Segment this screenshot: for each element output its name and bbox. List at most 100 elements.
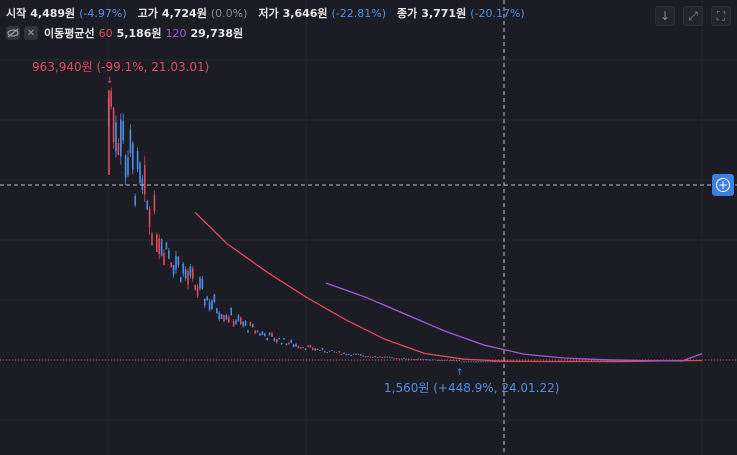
candle-body (458, 360, 460, 362)
candle-body (216, 308, 218, 314)
high-value: 4,724원 (161, 7, 207, 20)
candle-body (398, 358, 400, 360)
candle-body (338, 351, 340, 353)
candle-body (110, 91, 112, 107)
candle-body (194, 285, 196, 290)
close-value: 3,771원 (421, 7, 467, 20)
candle-body (393, 358, 396, 360)
download-icon[interactable]: ↓ (655, 6, 675, 26)
high-change: (0.0%) (210, 6, 248, 20)
high-annotation: 963,940원 (-99.1%, 21.03.01) (32, 60, 210, 74)
candle-body (276, 338, 278, 343)
ma120-line (325, 282, 703, 362)
candle-body (146, 201, 148, 210)
candle-body (237, 315, 240, 322)
candle-body (379, 356, 381, 358)
candle-body (141, 178, 144, 191)
candle-body (254, 330, 256, 334)
add-indicator-button[interactable]: + (712, 174, 734, 196)
candle-body (261, 331, 264, 336)
candle-body (470, 361, 472, 363)
ma60-value: 5,186원 (116, 27, 162, 40)
candle-body (324, 350, 326, 353)
candle-body (465, 361, 468, 363)
candle-body (492, 361, 494, 363)
ma60-period: 60 (98, 26, 113, 40)
candle-body (268, 332, 271, 335)
candle-body (432, 359, 434, 361)
candle-body (319, 350, 321, 351)
candle-body (345, 354, 348, 356)
candle-body (391, 357, 393, 359)
low-value: 3,646원 (282, 7, 328, 20)
ma60-line (194, 211, 703, 363)
candle-body (196, 286, 199, 297)
candle-body (132, 143, 134, 170)
candle-body (420, 358, 422, 360)
candle-body (384, 356, 386, 358)
candle-body (242, 321, 244, 327)
candle-body (400, 358, 403, 360)
candle-body (494, 361, 496, 363)
candle-body (182, 263, 184, 274)
candle-body (448, 360, 451, 362)
candle-body (328, 350, 331, 352)
candle-body (477, 361, 480, 363)
ma120-period: 120 (165, 26, 187, 40)
candle-body (496, 361, 499, 363)
candle-body (297, 345, 300, 348)
candle-body (192, 268, 194, 279)
candle-body (165, 242, 168, 250)
candle-body (177, 256, 180, 265)
eye-slash-icon[interactable] (6, 26, 20, 40)
candle-body (151, 233, 153, 246)
ma120-value: 29,738원 (190, 27, 244, 40)
candle-body (468, 361, 470, 363)
low-change: (-22.81%) (331, 6, 387, 20)
candle-body (204, 298, 206, 306)
candle-body (264, 333, 266, 337)
candlestick-series (108, 87, 626, 363)
candle-body (408, 358, 410, 360)
high-marker: ↓ (106, 76, 114, 86)
candle-body (158, 238, 160, 255)
candle-body (410, 358, 412, 360)
candle-body (487, 361, 489, 363)
candle-body (316, 348, 319, 350)
ohlc-summary: 시작 4,489원 (-4.97%) 고가 4,724원 (0.0%) 저가 3… (6, 4, 525, 22)
candle-body (381, 357, 384, 358)
candle-body (388, 356, 391, 358)
candle-body (230, 307, 232, 316)
candle-body (244, 321, 247, 326)
candle-body (273, 338, 276, 342)
candle-body (340, 354, 343, 356)
candle-body (436, 359, 439, 361)
candle-body (252, 324, 254, 328)
candle-body (240, 317, 242, 325)
candle-body (396, 357, 398, 359)
candle-body (434, 359, 436, 361)
candle-body (417, 358, 420, 360)
candle-body (453, 360, 456, 362)
candle-body (364, 356, 367, 358)
fullscreen-icon[interactable]: ⛶ (711, 6, 731, 26)
expand-icon[interactable]: ⤢ (683, 6, 703, 26)
candle-body (312, 348, 314, 351)
candle-body (456, 360, 458, 362)
candle-body (309, 345, 312, 348)
candle-body (288, 342, 290, 345)
candle-body (331, 350, 333, 351)
candle-body (247, 330, 249, 333)
candle-body (326, 352, 328, 354)
candle-body (427, 359, 429, 361)
candle-body (439, 360, 441, 361)
candle-body (307, 345, 309, 348)
candle-body (460, 361, 463, 363)
candle-body (484, 361, 487, 363)
close-label: 종가 (397, 7, 418, 20)
candle-body (225, 315, 228, 320)
candle-body (278, 338, 280, 340)
candle-body (386, 356, 388, 358)
close-icon[interactable]: ✕ (24, 26, 38, 40)
